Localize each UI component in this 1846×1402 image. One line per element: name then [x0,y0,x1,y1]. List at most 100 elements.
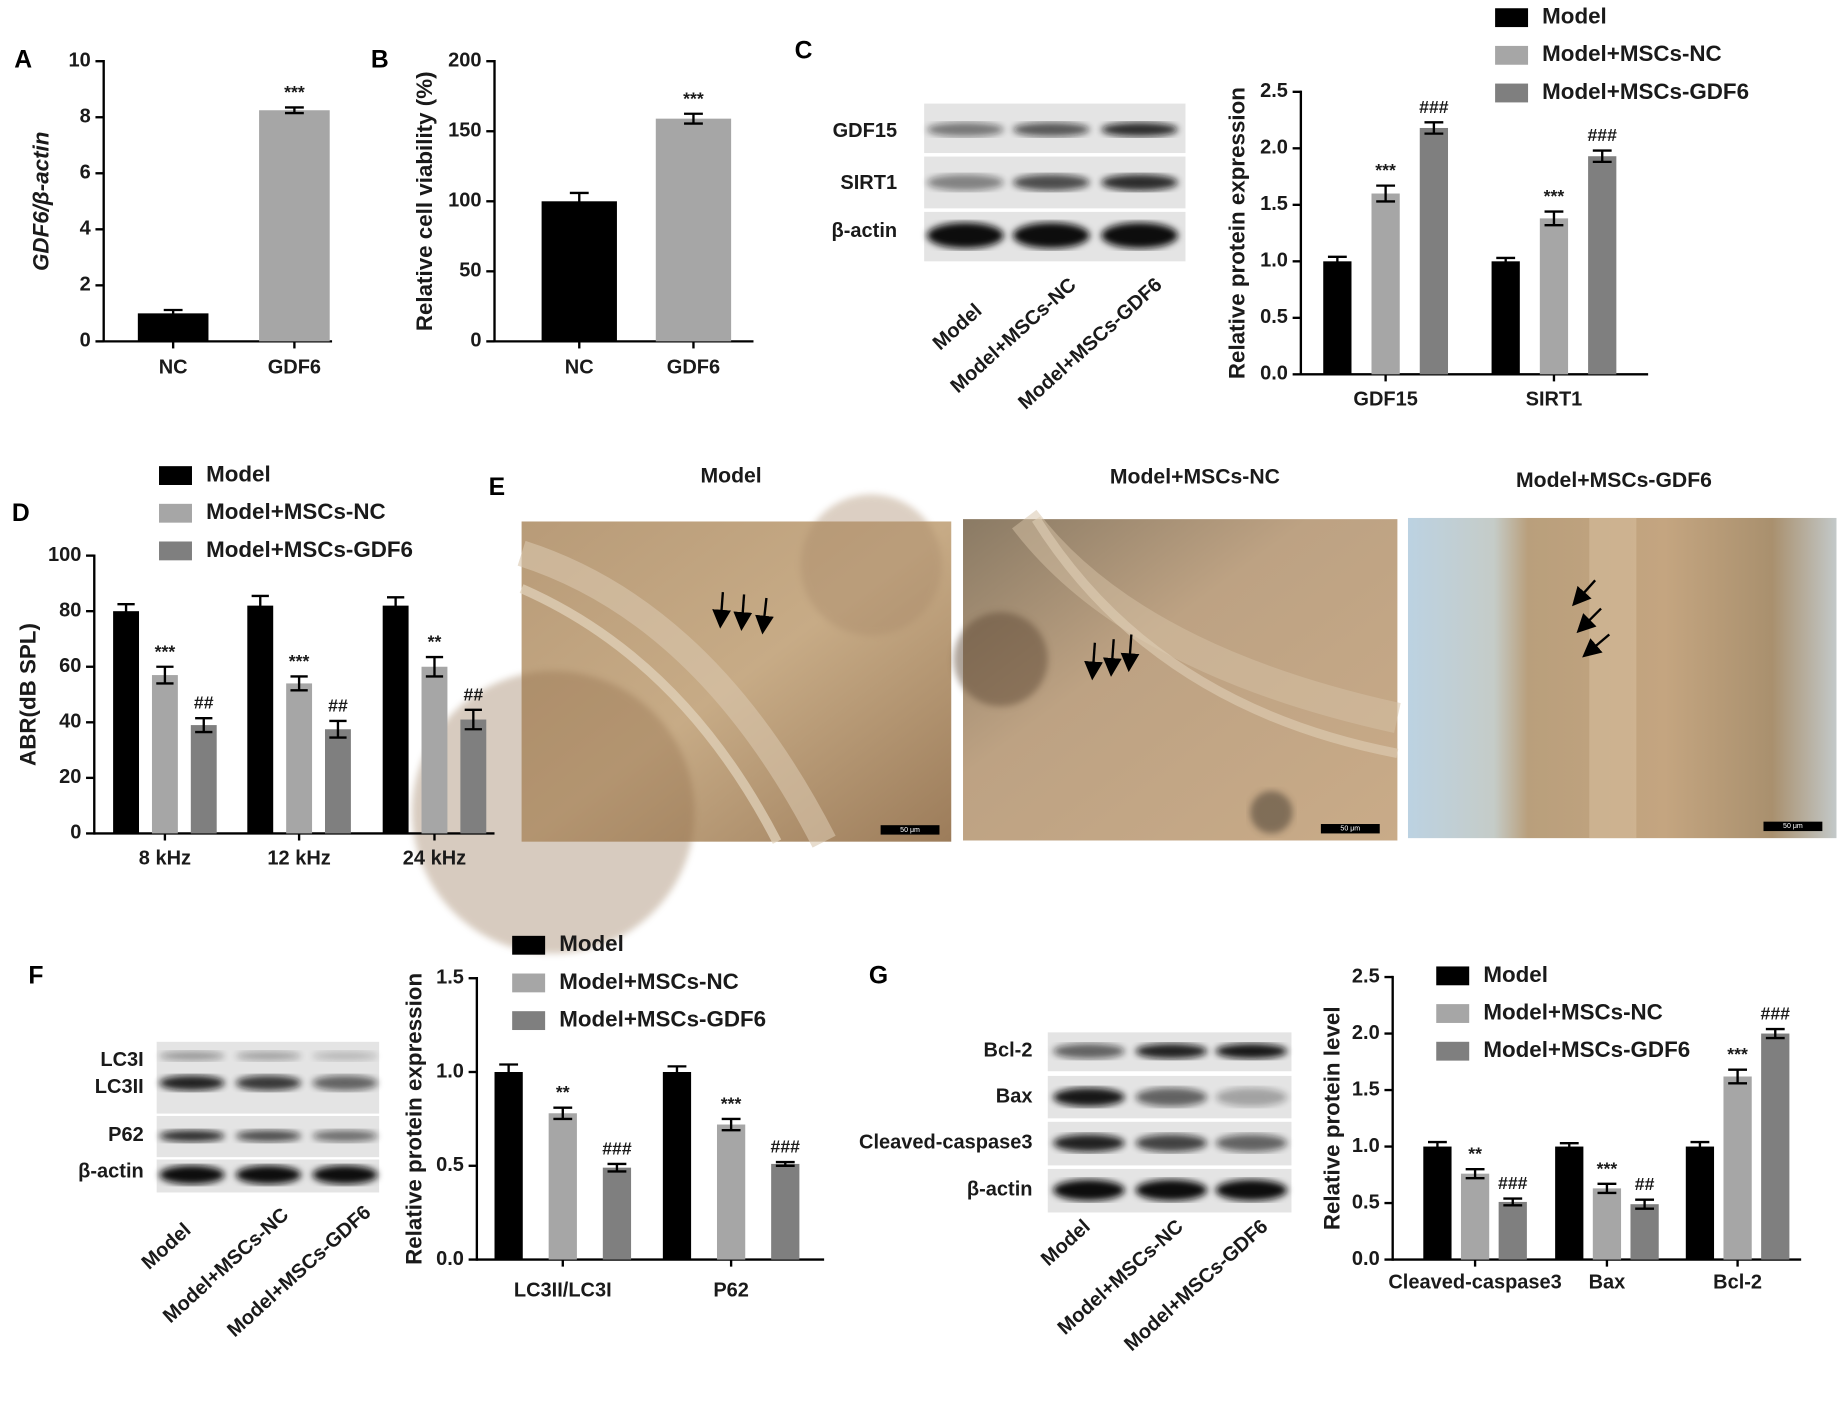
panel-label: F [28,963,43,990]
blot-band [1012,222,1090,249]
blot-band [159,1075,225,1091]
bar [1323,261,1352,375]
bar [1685,1146,1715,1260]
significance-label: *** [289,651,310,671]
error-bar [251,594,269,617]
y-axis-label: Relative protein expression [1224,87,1249,379]
error-bar [721,1117,741,1132]
x-tick-label: 12 kHz [267,848,330,870]
significance-label: ### [602,1138,632,1158]
significance-label: ### [771,1137,801,1157]
legend-swatch [159,541,192,561]
blot-lane-label: Model [1037,1216,1095,1271]
legend-swatch [512,973,546,993]
legend-swatch [159,466,192,485]
y-tick-label: 0.0 [436,1248,464,1270]
blot-lane-label: Model [929,300,987,355]
y-tick-label: 0.0 [1352,1248,1380,1270]
micrograph [1407,517,1837,839]
blot-band [1053,1179,1125,1201]
micrograph [953,509,1401,841]
significance-label: *** [683,88,704,108]
panel-label: C [795,37,813,64]
significance-label: *** [1544,186,1565,206]
blot-band [1053,1087,1125,1107]
y-tick-label: 8 [80,106,91,128]
y-axis-label: Relative cell viability (%) [412,71,437,331]
blot-band [1215,1087,1288,1107]
error-bar [1728,1068,1748,1085]
blot-band [1101,174,1178,191]
significance-label: *** [1727,1044,1748,1064]
legend-swatch [1495,45,1529,65]
blot-band [1135,1134,1208,1152]
error-bar [684,112,703,125]
panel-label: G [869,963,888,990]
bar [259,110,330,342]
error-bar [1503,1197,1523,1207]
x-tick-label: 24 kHz [403,848,466,870]
y-tick-label: 20 [59,766,81,788]
legend-label: Model [1483,962,1548,987]
bar [247,605,274,834]
bar [1630,1204,1659,1260]
blot-row-label: β-actin [967,1178,1033,1200]
error-bar [1690,1140,1710,1153]
x-tick-label: Bcl-2 [1713,1271,1762,1293]
error-bar [1597,1182,1617,1195]
blot-row-label: β-actin [832,220,898,242]
y-tick-label: 0.5 [436,1154,464,1176]
blot-lane-label: Model [138,1219,196,1274]
x-tick-label: Bax [1589,1271,1626,1293]
blot-band [927,122,1004,137]
bar [1498,1201,1527,1260]
legend-swatch [1436,1041,1470,1061]
error-bar [1428,1140,1447,1153]
bar [137,313,209,342]
blot-row-label: Bcl-2 [984,1039,1033,1061]
x-tick-label: GDF6 [268,357,321,379]
significance-label: ### [1588,125,1618,145]
panel-label: B [371,47,389,74]
blot-band [927,174,1004,191]
legend-label: Model [559,931,624,956]
error-bar [156,665,174,685]
error-bar [1592,149,1612,164]
y-tick-label: 100 [48,544,81,566]
blot-band [235,1165,302,1185]
y-tick-label: 0 [70,822,81,844]
y-tick-label: 1.5 [1260,193,1288,215]
bar [1723,1076,1752,1260]
significance-label: ** [556,1082,570,1102]
blot-row-label: Bax [996,1085,1033,1107]
blot-row-label: GDF15 [833,120,897,142]
error-bar [553,1106,573,1121]
blot-band [927,222,1004,249]
scale-bar-label: 50 μm [1340,826,1360,833]
x-tick-label: GDF15 [1353,389,1417,411]
error-bar [607,1162,627,1173]
error-bar [290,675,308,692]
bar [1491,261,1520,375]
x-tick-label: NC [565,357,594,379]
bar [662,1072,692,1260]
bar [1371,193,1400,375]
x-tick-label: NC [159,357,188,379]
y-tick-label: 6 [80,162,91,184]
x-tick-label: 8 kHz [139,848,191,870]
legend-label: Model+MSCs-NC [206,499,386,524]
significance-label: ## [194,693,214,713]
blot-row-label: Cleaved-caspase3 [859,1131,1032,1153]
blot-band [235,1051,302,1061]
error-bar [386,596,405,616]
blot-band [1135,1043,1208,1059]
legend-swatch [1495,83,1529,103]
micrograph-title: Model+MSCs-NC [1110,466,1280,489]
significance-label: ## [464,684,484,704]
y-axis-label: ABR(dB SPL) [15,623,40,766]
y-tick-label: 0.5 [1352,1191,1380,1213]
blot-band [1053,1134,1125,1152]
blot-band [235,1075,302,1091]
bar [541,201,617,342]
